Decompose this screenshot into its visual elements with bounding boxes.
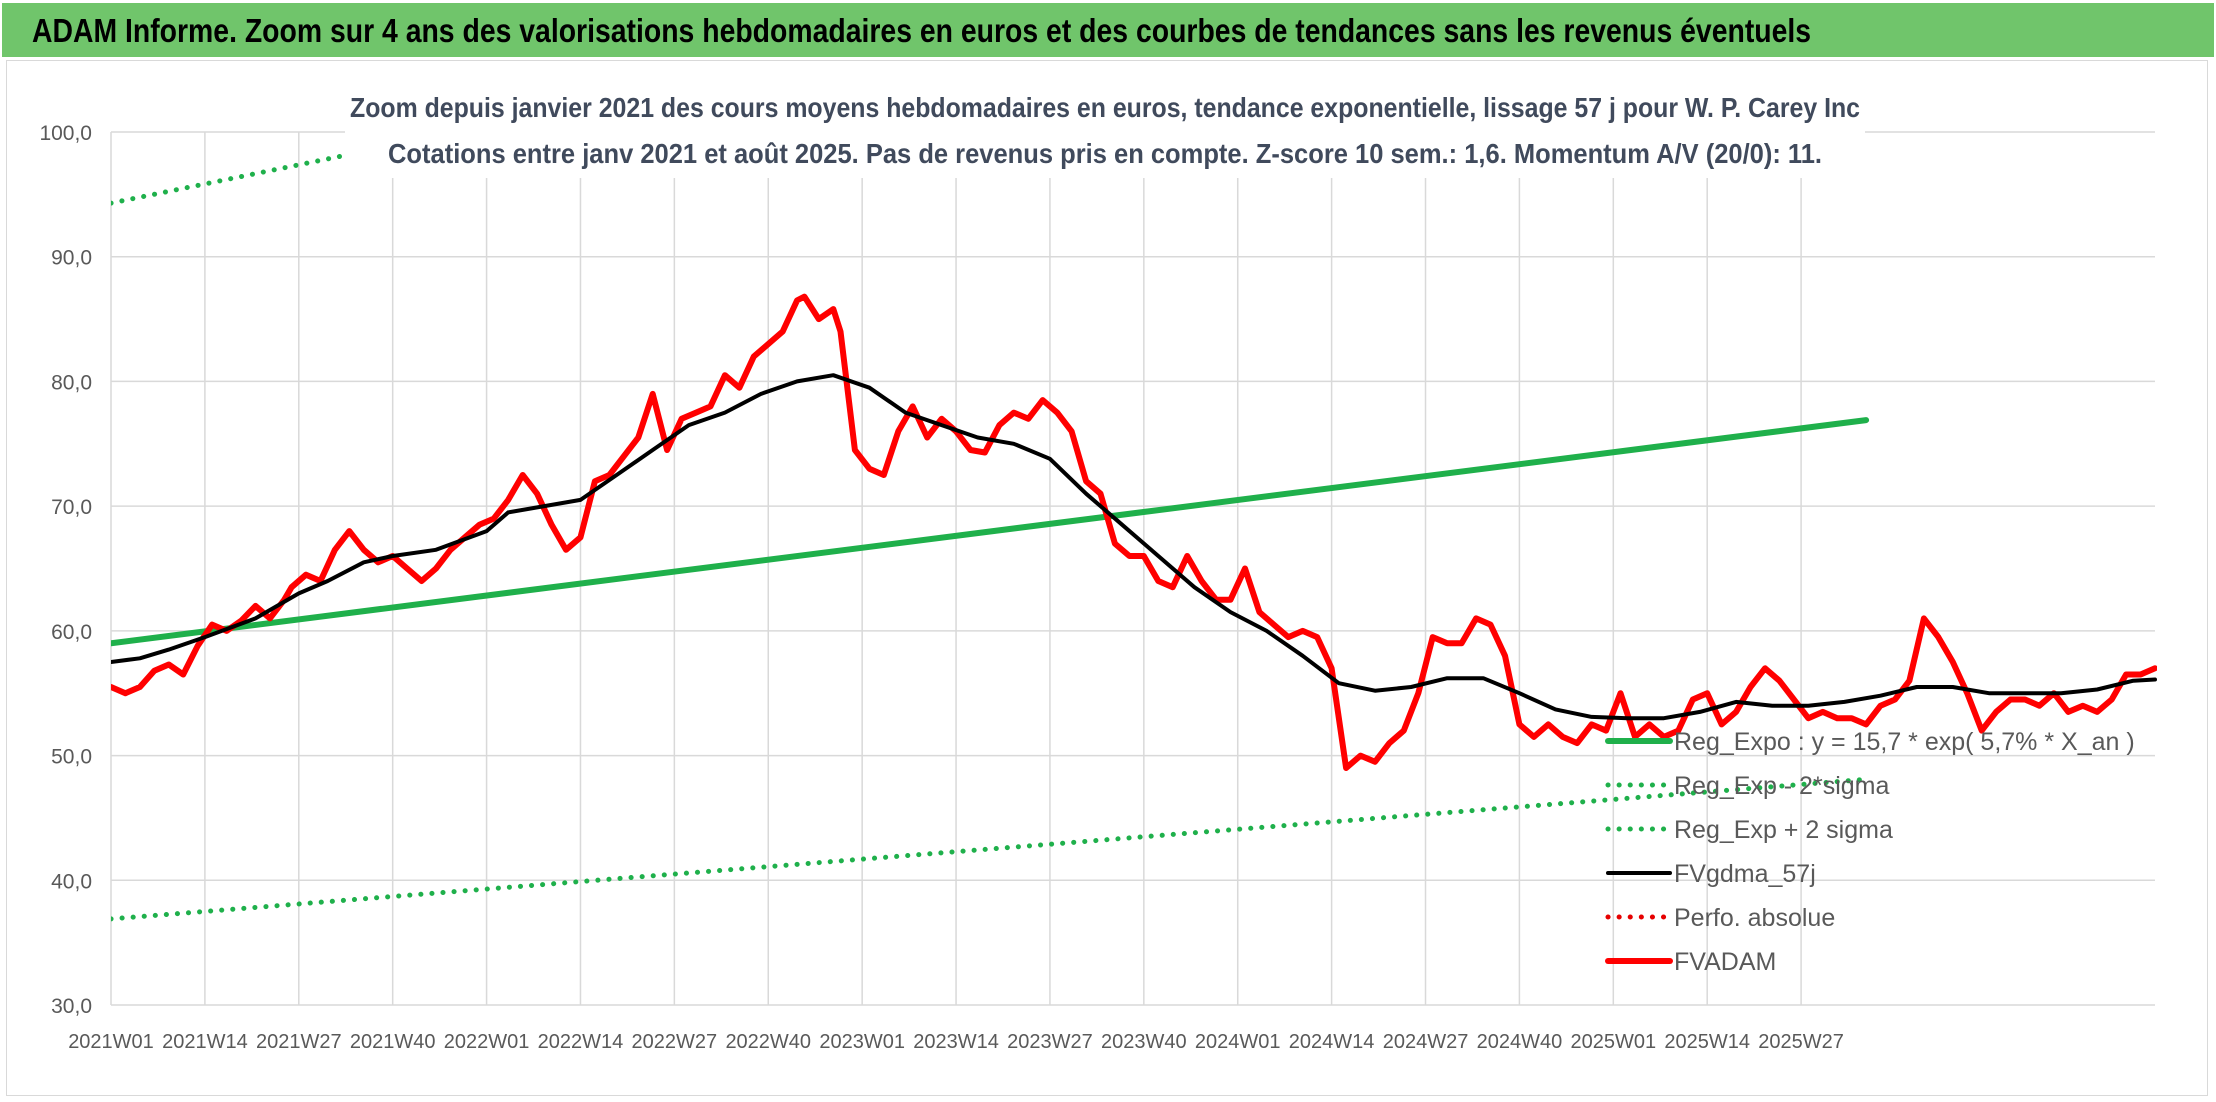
legend-label: FVgdma_57j [1674, 860, 1816, 888]
x-tick-label: 2024W40 [1477, 1031, 1563, 1053]
x-tick-label: 2024W14 [1289, 1031, 1375, 1053]
y-tick-label: 100,0 [39, 122, 92, 145]
legend-label: Perfo. absolue [1674, 904, 1835, 932]
y-tick-label: 90,0 [51, 247, 92, 270]
x-tick-label: 2022W40 [725, 1031, 811, 1053]
page-title: ADAM Informe. Zoom sur 4 ans des valoris… [32, 12, 1812, 49]
header-bar: ADAM Informe. Zoom sur 4 ans des valoris… [2, 3, 2214, 57]
legend-label: Reg_Exp - 2*sigma [1674, 772, 1889, 800]
chart-subtitle: Cotations entre janv 2021 et août 2025. … [388, 138, 1822, 169]
x-tick-label: 2024W27 [1383, 1031, 1469, 1053]
x-tick-label: 2024W01 [1195, 1031, 1281, 1053]
x-tick-label: 2023W27 [1007, 1031, 1093, 1053]
y-tick-label: 70,0 [51, 496, 92, 519]
x-tick-label: 2023W14 [913, 1031, 999, 1053]
y-tick-label: 50,0 [51, 746, 92, 769]
x-tick-label: 2025W01 [1570, 1031, 1656, 1053]
title-background [345, 82, 1865, 178]
x-tick-label: 2023W40 [1101, 1031, 1187, 1053]
chart-area-border [6, 60, 2208, 1096]
x-tick-label: 2025W14 [1664, 1031, 1750, 1053]
chart-title: Zoom depuis janvier 2021 des cours moyen… [350, 92, 1860, 123]
y-tick-label: 30,0 [51, 995, 92, 1018]
x-tick-label: 2025W27 [1758, 1031, 1844, 1053]
x-tick-label: 2022W14 [538, 1031, 624, 1053]
y-tick-label: 40,0 [51, 870, 92, 893]
x-tick-label: 2021W14 [162, 1031, 248, 1053]
legend-label: FVADAM [1674, 948, 1776, 976]
series-line-0 [111, 417, 1870, 647]
x-tick-label: 2022W01 [444, 1031, 530, 1053]
series-line-1 [111, 776, 1869, 922]
x-tick-label: 2022W27 [632, 1031, 718, 1053]
x-tick-label: 2021W27 [256, 1031, 342, 1053]
legend-label: Reg_Exp + 2 sigma [1674, 816, 1893, 844]
y-tick-label: 80,0 [51, 371, 92, 394]
series-line-3 [111, 373, 2157, 721]
x-tick-label: 2021W01 [68, 1031, 154, 1053]
x-tick-label: 2021W40 [350, 1031, 436, 1053]
y-tick-label: 60,0 [51, 621, 92, 644]
legend-label: Reg_Expo : y = 15,7 * exp( 5,7% * X_an ) [1674, 728, 2135, 756]
x-tick-label: 2023W01 [819, 1031, 905, 1053]
series-line-5 [111, 293, 2157, 771]
